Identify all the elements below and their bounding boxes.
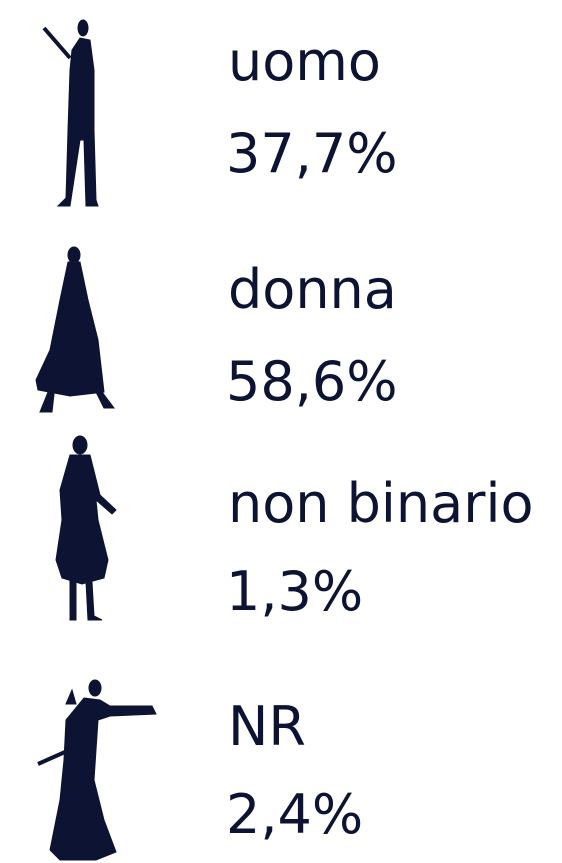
nr-icon	[37, 679, 157, 861]
woman-icon	[35, 246, 115, 413]
item-value: 1,3%	[226, 560, 363, 623]
item-value: 37,7%	[226, 122, 398, 185]
item-label: non binario	[228, 472, 534, 535]
nonbinary-icon	[55, 435, 117, 621]
item-value: 2,4%	[226, 783, 363, 846]
man-icon	[42, 19, 99, 207]
item-label: donna	[228, 258, 397, 321]
item-label: uomo	[228, 30, 381, 93]
item-label: NR	[228, 695, 306, 758]
item-value: 58,6%	[226, 350, 398, 413]
